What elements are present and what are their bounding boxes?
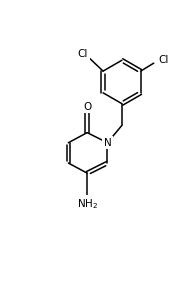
Text: NH$_2$: NH$_2$ xyxy=(77,197,98,211)
Text: O: O xyxy=(83,102,91,112)
Text: Cl: Cl xyxy=(159,55,169,64)
Text: Cl: Cl xyxy=(78,49,88,59)
Text: N: N xyxy=(104,138,111,148)
